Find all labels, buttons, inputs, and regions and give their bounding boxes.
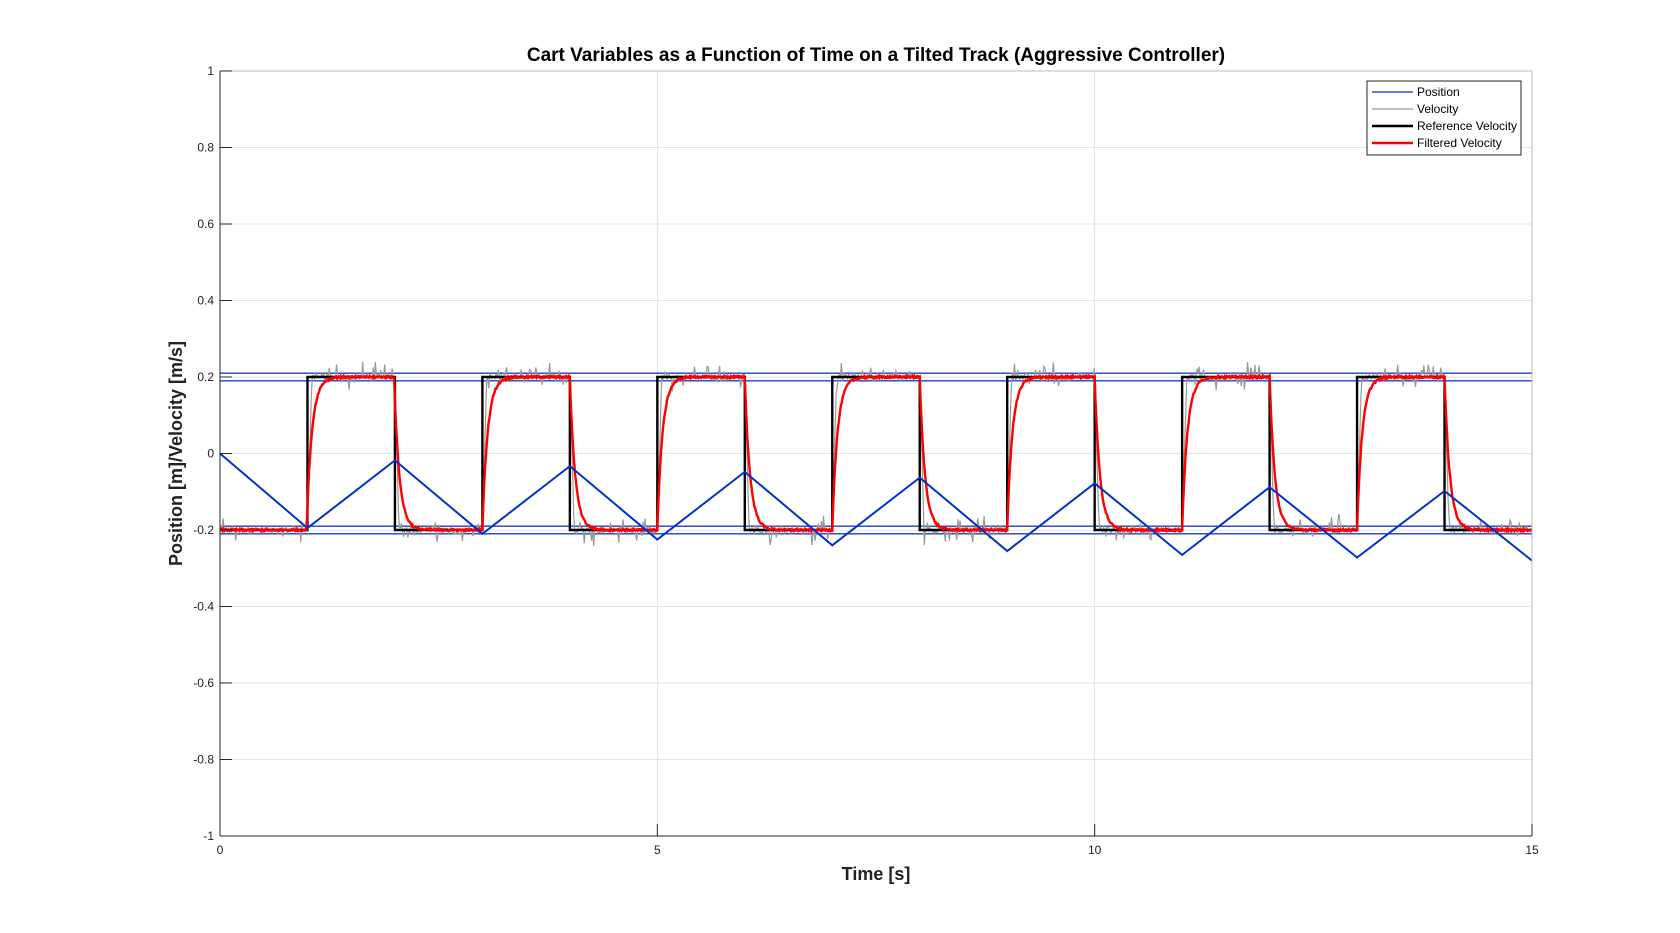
y-tick-label: 0.8: [197, 141, 214, 155]
y-tick-label: -0.4: [193, 600, 214, 614]
y-axis-label: Position [m]/Velocity [m/s]: [166, 341, 186, 566]
y-tick-label: -0.6: [193, 676, 214, 690]
x-tick-label: 0: [217, 843, 224, 857]
y-tick-label: 0: [207, 447, 214, 461]
legend-label: Position: [1417, 85, 1460, 99]
y-tick-label: -0.2: [193, 523, 214, 537]
x-tick-label: 15: [1525, 843, 1539, 857]
legend-label: Velocity: [1417, 102, 1458, 116]
axes: 10.80.60.40.20-0.2-0.4-0.6-0.8-10 5 10 15: [193, 64, 1539, 857]
y-tick-label: 1: [207, 64, 214, 78]
y-tick-label: -1: [203, 829, 214, 843]
series-position: [219, 452, 1533, 562]
series-filtered-velocity: [219, 372, 1533, 534]
legend-label: Filtered Velocity: [1417, 136, 1502, 150]
y-tick-label: -0.8: [193, 753, 214, 767]
y-tick-label: 0.4: [197, 294, 214, 308]
legend-label: Reference Velocity: [1417, 119, 1517, 133]
x-axis-label: Time [s]: [842, 864, 911, 884]
series-layer: [219, 361, 1533, 562]
legend: Position Velocity Reference Velocity Filter…: [1366, 80, 1522, 156]
x-tick-label: 5: [654, 843, 661, 857]
x-tick-label: 10: [1088, 843, 1102, 857]
y-tick-label: 0.6: [197, 217, 214, 231]
y-tick-label: 0.2: [197, 370, 214, 384]
chart-title: Cart Variables as a Function of Time on …: [527, 45, 1225, 66]
